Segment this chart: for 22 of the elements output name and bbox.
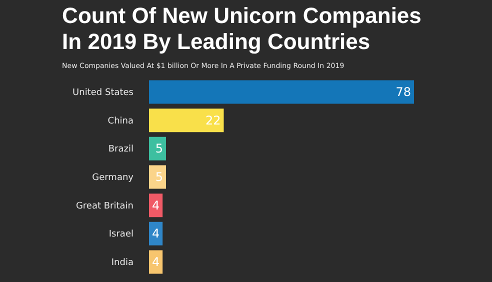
data-label: 4: [152, 198, 160, 212]
bar: [149, 108, 224, 132]
data-label: 4: [152, 254, 160, 269]
data-label: 5: [155, 142, 163, 156]
bar: [149, 80, 414, 104]
data-label: 5: [155, 170, 163, 184]
bar: [149, 194, 163, 218]
y-tick-label: Israel: [108, 230, 134, 240]
y-tick-label: India: [111, 258, 134, 268]
bar: [149, 222, 163, 246]
data-label: 78: [396, 85, 411, 100]
y-tick-label: Brazil: [108, 144, 134, 155]
data-label: 22: [205, 113, 221, 128]
y-tick-label: China: [108, 116, 134, 126]
y-tick-label: Germany: [92, 173, 134, 183]
bar: [149, 136, 166, 160]
bar: [149, 250, 163, 274]
chart-title: Count Of New Unicorn Companies In 2019 By Leading Countries: [62, 3, 422, 54]
data-label: 4: [152, 226, 160, 241]
bar: [149, 165, 166, 189]
y-tick-label: Great Britain: [76, 201, 134, 212]
y-tick-label: United States: [72, 88, 134, 98]
